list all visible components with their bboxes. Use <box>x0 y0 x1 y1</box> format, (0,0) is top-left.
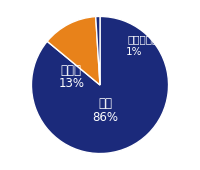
Text: 86%: 86% <box>92 111 118 124</box>
Wedge shape <box>31 16 169 154</box>
Text: いいえ: いいえ <box>61 64 82 77</box>
Text: はい: はい <box>98 97 112 110</box>
Wedge shape <box>47 17 100 85</box>
Text: わからない: わからない <box>127 34 159 44</box>
Text: 13%: 13% <box>58 77 84 90</box>
Text: 1%: 1% <box>126 47 142 57</box>
Wedge shape <box>96 16 100 85</box>
